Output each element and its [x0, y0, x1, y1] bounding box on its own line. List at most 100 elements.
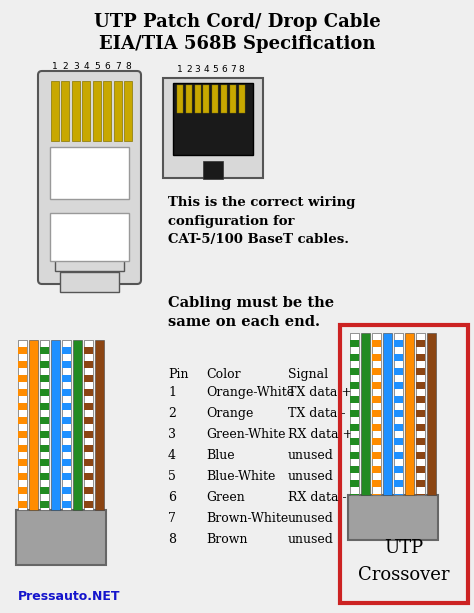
Bar: [177, 85, 183, 113]
Bar: [40, 389, 49, 396]
Text: unused: unused: [288, 512, 334, 525]
Bar: [50, 147, 129, 199]
Bar: [394, 438, 403, 445]
Bar: [348, 495, 438, 540]
Bar: [416, 466, 425, 473]
Text: Orange-White: Orange-White: [206, 386, 294, 399]
Bar: [238, 85, 245, 113]
Bar: [84, 340, 93, 510]
Bar: [51, 81, 59, 141]
Bar: [372, 368, 381, 375]
Bar: [18, 473, 27, 480]
Bar: [84, 501, 93, 508]
Bar: [203, 161, 223, 179]
Bar: [62, 445, 71, 452]
Bar: [50, 213, 129, 261]
Bar: [40, 487, 49, 494]
Bar: [195, 85, 201, 113]
Bar: [372, 340, 381, 347]
Bar: [40, 417, 49, 424]
Bar: [416, 480, 425, 487]
Bar: [18, 445, 27, 452]
Bar: [18, 431, 27, 438]
Bar: [84, 403, 93, 410]
Bar: [372, 382, 381, 389]
Bar: [394, 382, 403, 389]
Text: 8: 8: [239, 65, 245, 74]
Text: 1: 1: [168, 386, 176, 399]
Bar: [60, 272, 119, 292]
Bar: [350, 466, 359, 473]
Bar: [40, 473, 49, 480]
Bar: [18, 340, 27, 510]
Bar: [394, 396, 403, 403]
Text: TX data -: TX data -: [288, 407, 346, 420]
Bar: [416, 354, 425, 361]
Bar: [361, 333, 370, 495]
Bar: [372, 333, 381, 495]
Bar: [372, 494, 381, 495]
Bar: [29, 340, 38, 510]
Bar: [416, 494, 425, 495]
Bar: [62, 417, 71, 424]
Bar: [62, 501, 71, 508]
Text: unused: unused: [288, 533, 334, 546]
Bar: [84, 487, 93, 494]
Bar: [18, 501, 27, 508]
Text: RX data +: RX data +: [288, 428, 353, 441]
Bar: [93, 81, 101, 141]
Bar: [62, 347, 71, 354]
Bar: [350, 480, 359, 487]
Bar: [84, 417, 93, 424]
Text: Brown-White: Brown-White: [206, 512, 288, 525]
FancyBboxPatch shape: [38, 71, 141, 284]
Bar: [350, 396, 359, 403]
Bar: [40, 347, 49, 354]
Text: Color: Color: [206, 368, 241, 381]
Bar: [62, 473, 71, 480]
Bar: [394, 340, 403, 347]
Bar: [163, 78, 263, 178]
Bar: [394, 494, 403, 495]
Bar: [383, 333, 392, 495]
Text: 3: 3: [73, 62, 79, 71]
Bar: [416, 368, 425, 375]
Text: TX data +: TX data +: [288, 386, 352, 399]
Text: 7: 7: [168, 512, 176, 525]
Bar: [186, 85, 192, 113]
Bar: [372, 480, 381, 487]
Text: 2: 2: [168, 407, 176, 420]
Text: 7: 7: [115, 62, 121, 71]
Bar: [212, 85, 218, 113]
Bar: [40, 375, 49, 382]
Bar: [416, 340, 425, 347]
Bar: [62, 403, 71, 410]
Bar: [350, 333, 359, 495]
Bar: [416, 382, 425, 389]
Bar: [40, 459, 49, 466]
Bar: [394, 466, 403, 473]
Bar: [416, 424, 425, 431]
Bar: [16, 510, 106, 565]
Text: 1: 1: [52, 62, 58, 71]
Bar: [394, 368, 403, 375]
Text: Green: Green: [206, 491, 245, 504]
Bar: [350, 410, 359, 417]
Bar: [372, 424, 381, 431]
Text: 4: 4: [84, 62, 89, 71]
Text: 3: 3: [168, 428, 176, 441]
Bar: [173, 83, 253, 155]
Bar: [416, 410, 425, 417]
Bar: [350, 382, 359, 389]
Text: Pin: Pin: [168, 368, 189, 381]
Bar: [394, 333, 403, 495]
Bar: [18, 403, 27, 410]
Bar: [372, 452, 381, 459]
Bar: [350, 354, 359, 361]
Bar: [372, 354, 381, 361]
Bar: [40, 361, 49, 368]
Bar: [62, 361, 71, 368]
Bar: [40, 501, 49, 508]
Bar: [55, 248, 124, 271]
Text: 2: 2: [63, 62, 68, 71]
